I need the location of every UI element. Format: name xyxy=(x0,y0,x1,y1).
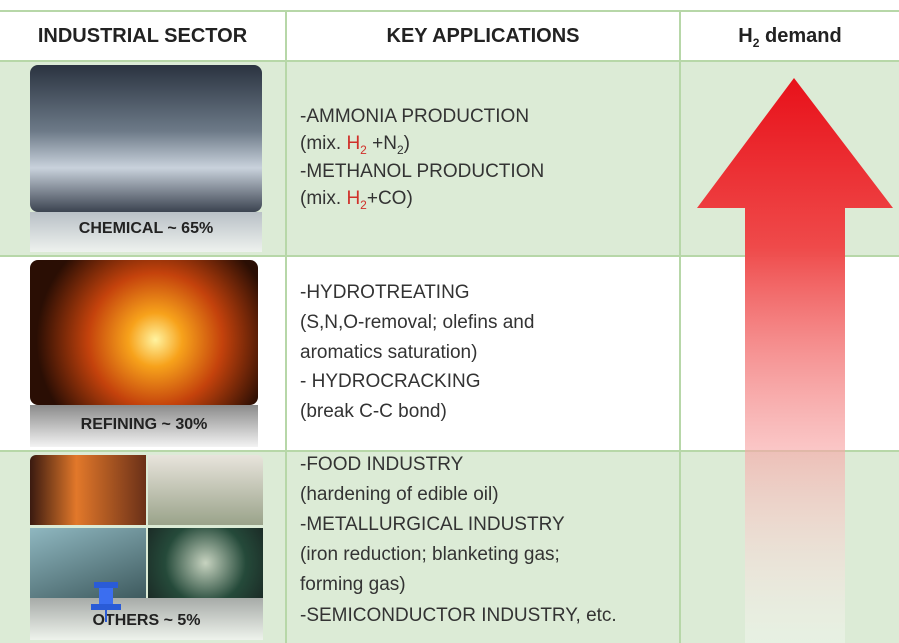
text: +N xyxy=(367,133,397,154)
application-line: forming gas) xyxy=(300,574,406,596)
photo-refining xyxy=(30,260,258,405)
header-text: INDUSTRIAL SECTOR xyxy=(0,12,285,60)
subscript: 2 xyxy=(360,198,367,212)
text: (mix. xyxy=(300,133,346,154)
application-line: -SEMICONDUCTOR INDUSTRY, etc. xyxy=(300,605,617,627)
sector-label: OTHERS ~ 5% xyxy=(30,612,263,630)
header-cell: H2 demand xyxy=(681,10,899,62)
application-line: (S,N,O-removal; olefins and xyxy=(300,312,534,334)
photo-chemical xyxy=(30,65,262,212)
subscript: 2 xyxy=(360,143,367,157)
application-line: -HYDROTREATING xyxy=(300,282,470,304)
photo-others xyxy=(148,528,263,598)
header-text: demand xyxy=(759,25,841,47)
header-cell: KEY APPLICATIONS xyxy=(287,10,681,62)
sector-label: REFINING ~ 30% xyxy=(30,416,258,434)
application-line: (break C-C bond) xyxy=(300,401,447,423)
photo-others xyxy=(148,455,263,525)
application-line: (iron reduction; blanketing gas; xyxy=(300,544,560,566)
photo-others xyxy=(30,455,146,525)
text: +CO) xyxy=(367,188,413,209)
application-line: -METALLURGICAL INDUSTRY xyxy=(300,514,565,536)
header-cell: INDUSTRIAL SECTOR xyxy=(0,10,287,62)
pushpin-icon xyxy=(88,580,124,622)
sector-label: CHEMICAL ~ 65% xyxy=(30,220,262,238)
application-line: -FOOD INDUSTRY xyxy=(300,454,463,476)
application-line: (hardening of edible oil) xyxy=(300,484,499,506)
application-line: (mix. H2 +N2) xyxy=(300,133,410,157)
text: H xyxy=(346,188,360,209)
header-text: KEY APPLICATIONS xyxy=(287,12,679,60)
header-text: H2 demand xyxy=(681,12,899,67)
application-line: -METHANOL PRODUCTION xyxy=(300,161,544,183)
application-line: (mix. H2+CO) xyxy=(300,188,413,212)
page: INDUSTRIAL SECTOR KEY APPLICATIONS H2 de… xyxy=(0,0,899,643)
application-line: aromatics saturation) xyxy=(300,342,477,364)
text: ) xyxy=(404,133,410,154)
header-text: H xyxy=(738,25,752,47)
text: H xyxy=(346,133,360,154)
text: (mix. xyxy=(300,188,346,209)
demand-arrow xyxy=(681,62,899,643)
cell xyxy=(287,62,681,257)
subscript: 2 xyxy=(397,143,404,157)
application-line: -AMMONIA PRODUCTION xyxy=(300,106,529,128)
application-line: - HYDROCRACKING xyxy=(300,371,481,393)
